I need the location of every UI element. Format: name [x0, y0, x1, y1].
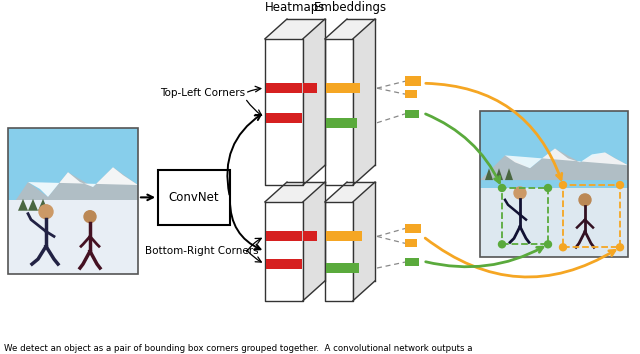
Polygon shape — [480, 148, 628, 180]
FancyBboxPatch shape — [266, 232, 302, 241]
FancyBboxPatch shape — [326, 118, 357, 128]
Polygon shape — [353, 19, 375, 185]
Text: We detect an object as a pair of bounding box corners grouped together.  A convo: We detect an object as a pair of boundin… — [4, 344, 472, 353]
Text: ConvNet: ConvNet — [169, 191, 220, 204]
Polygon shape — [505, 148, 628, 168]
Circle shape — [616, 244, 623, 251]
Polygon shape — [8, 167, 138, 212]
FancyBboxPatch shape — [266, 83, 302, 93]
Polygon shape — [265, 202, 303, 301]
Polygon shape — [28, 199, 38, 211]
FancyBboxPatch shape — [266, 259, 302, 269]
FancyBboxPatch shape — [326, 263, 359, 273]
Circle shape — [514, 187, 526, 199]
Text: Bottom-Right Corners: Bottom-Right Corners — [145, 246, 259, 256]
Polygon shape — [265, 182, 325, 202]
Circle shape — [545, 184, 552, 192]
Polygon shape — [303, 19, 325, 185]
FancyBboxPatch shape — [8, 128, 138, 274]
Circle shape — [559, 182, 566, 188]
Polygon shape — [325, 202, 353, 301]
Polygon shape — [495, 168, 503, 180]
Polygon shape — [325, 19, 375, 39]
Polygon shape — [303, 182, 325, 301]
FancyBboxPatch shape — [8, 200, 138, 274]
Polygon shape — [325, 182, 375, 202]
FancyBboxPatch shape — [405, 239, 417, 247]
FancyBboxPatch shape — [405, 258, 419, 266]
FancyBboxPatch shape — [480, 188, 628, 257]
FancyBboxPatch shape — [405, 224, 421, 233]
FancyBboxPatch shape — [405, 76, 421, 86]
Polygon shape — [28, 167, 138, 197]
Circle shape — [84, 211, 96, 223]
Text: Embeddings: Embeddings — [314, 1, 387, 14]
Polygon shape — [18, 199, 28, 211]
Circle shape — [579, 194, 591, 206]
Polygon shape — [38, 199, 48, 211]
FancyBboxPatch shape — [303, 83, 317, 93]
Polygon shape — [265, 39, 303, 185]
FancyBboxPatch shape — [405, 110, 419, 118]
FancyBboxPatch shape — [326, 83, 360, 93]
Circle shape — [616, 182, 623, 188]
Circle shape — [39, 205, 53, 219]
FancyBboxPatch shape — [266, 113, 302, 123]
FancyBboxPatch shape — [405, 90, 417, 98]
Polygon shape — [265, 19, 325, 39]
Polygon shape — [353, 182, 375, 301]
Circle shape — [499, 184, 506, 192]
Text: Top-Left Corners: Top-Left Corners — [160, 88, 245, 98]
Text: Heatmaps: Heatmaps — [265, 1, 325, 14]
Bar — [563, 185, 620, 247]
Circle shape — [499, 241, 506, 248]
Polygon shape — [505, 168, 513, 180]
Circle shape — [559, 244, 566, 251]
Polygon shape — [325, 39, 353, 185]
FancyBboxPatch shape — [326, 232, 362, 241]
Polygon shape — [485, 168, 493, 180]
FancyBboxPatch shape — [303, 232, 317, 241]
Bar — [502, 188, 548, 244]
FancyBboxPatch shape — [480, 111, 628, 257]
FancyBboxPatch shape — [158, 170, 230, 224]
Circle shape — [545, 241, 552, 248]
